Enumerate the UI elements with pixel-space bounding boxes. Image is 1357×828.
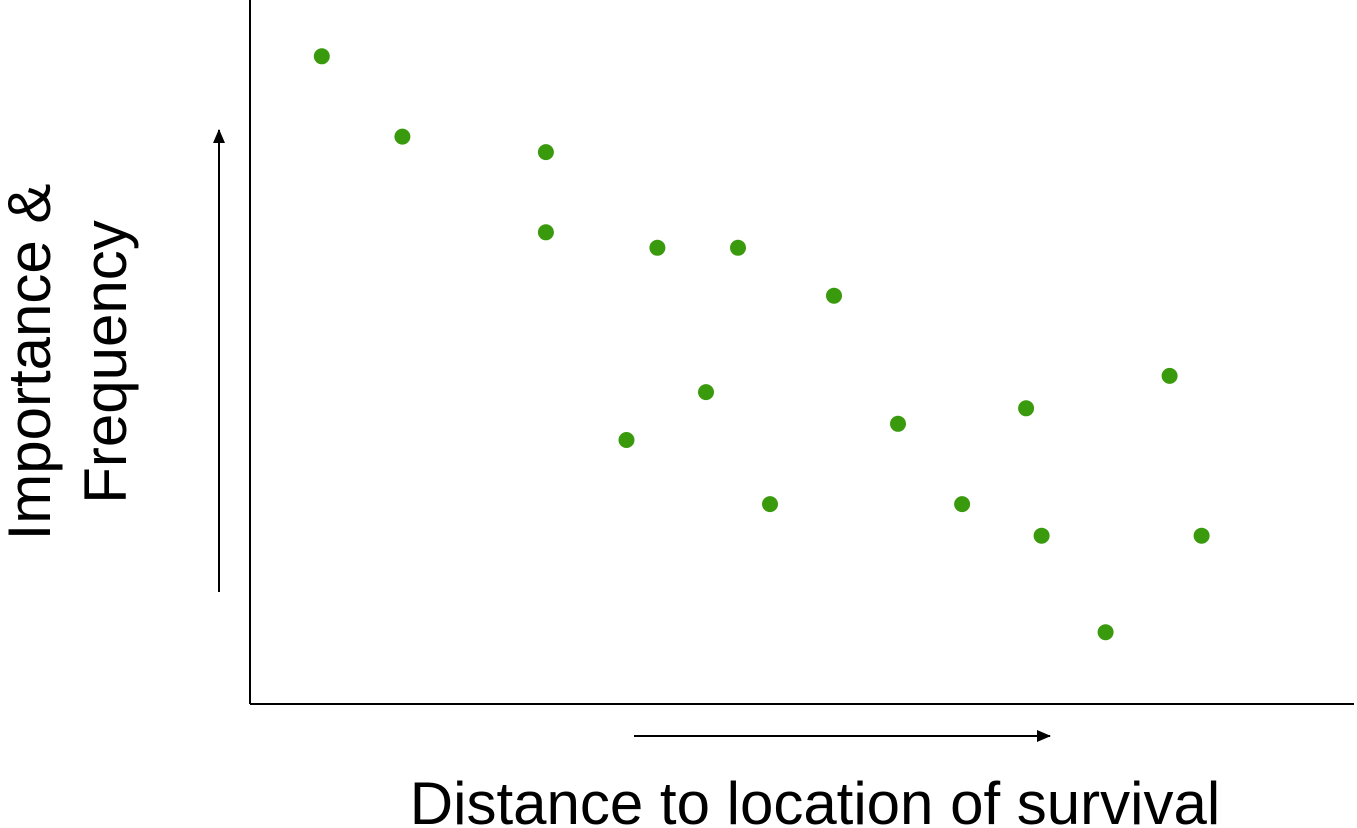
scatter-point xyxy=(1097,624,1114,641)
scatter-point xyxy=(954,496,971,513)
scatter-point xyxy=(826,287,842,304)
scatter-point xyxy=(730,239,746,256)
scatter-point xyxy=(1018,400,1035,417)
scatter-point xyxy=(313,48,330,65)
x-axis-label: Distance to location of survival xyxy=(410,770,1220,828)
data-points xyxy=(313,48,1210,641)
scatter-point xyxy=(890,415,906,432)
scatter-point xyxy=(698,384,714,401)
scatter-point xyxy=(1193,527,1210,544)
scatter-point xyxy=(394,128,411,145)
y-axis-label-line-1: Importance & xyxy=(0,184,63,541)
scatter-point xyxy=(762,496,778,513)
scatter-point xyxy=(1033,527,1050,544)
scatter-point xyxy=(649,239,666,256)
y-axis-label-line-2: Frequency xyxy=(72,220,139,503)
scatter-point xyxy=(1161,367,1178,384)
scatter-point xyxy=(537,224,554,241)
scatter-point xyxy=(537,144,554,161)
scatter-point xyxy=(618,432,635,448)
